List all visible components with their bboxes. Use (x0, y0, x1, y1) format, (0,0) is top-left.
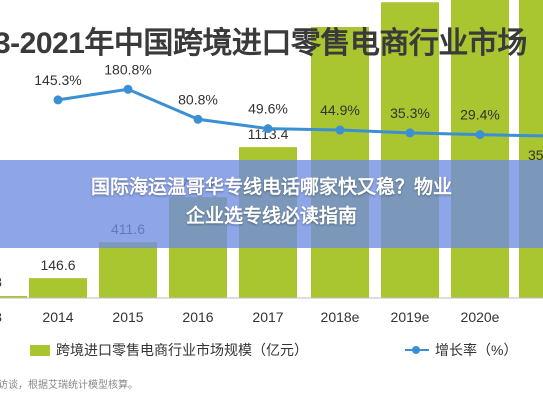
growth-label-4: 44.9% (320, 102, 360, 118)
growth-point-4 (335, 125, 345, 135)
banner-line-1: 国际海运温哥华专线电话哪家快又稳？物业 (90, 177, 452, 198)
bar-2019e (381, 2, 439, 299)
legend-item-line: 增长率（%） (405, 340, 517, 360)
bar-3 (0, 296, 27, 298)
growth-point-5 (405, 128, 415, 138)
line-labels-group: 145.3%180.8%80.8%49.6%44.9%35.3%29.4%2 (34, 61, 500, 123)
line-swatch-icon (405, 345, 429, 355)
legend-bar-label: 跨境进口零售电商行业市场规模（亿元） (56, 342, 308, 358)
x-tick-2016: 2016 (182, 309, 213, 325)
growth-point-1 (123, 84, 133, 94)
growth-label-3: 49.6% (248, 101, 288, 117)
growth-label-0: 145.3% (34, 72, 81, 88)
bar-2 (519, 0, 543, 298)
bar-2014 (29, 278, 87, 298)
chart-legend: 跨境进口零售电商行业市场规模（亿元） 增长率（%） (0, 340, 543, 362)
legend-item-bars: 跨境进口零售电商行业市场规模（亿元） (30, 340, 308, 360)
growth-label-6: 29.4% (460, 107, 500, 123)
source-note: 访谈，根据艾瑞统计模型核算。 (0, 380, 138, 391)
x-tick-2020e: 2020e (461, 309, 500, 325)
growth-point-6 (475, 130, 485, 140)
x-tick-2019e: 2019e (391, 309, 430, 325)
growth-point-2 (193, 114, 203, 124)
x-tick-3: 3 (0, 309, 2, 325)
growth-label-5: 35.3% (390, 105, 430, 121)
growth-label-1: 180.8% (104, 61, 151, 77)
x-tick-2018e: 2018e (321, 309, 360, 325)
overlay-banner-text[interactable]: 国际海运温哥华专线电话哪家快又稳？物业 企业选专线必读指南 (0, 173, 543, 231)
bar-label-2014: 146.6 (40, 257, 75, 273)
growth-point-0 (53, 95, 63, 105)
growth-line-group (53, 84, 543, 140)
growth-label-2: 80.8% (178, 91, 218, 107)
bar-2015 (99, 242, 157, 298)
bar-2020e (451, 0, 509, 299)
growth-line (57, 87, 543, 138)
bar-label-3: 3 (0, 274, 2, 290)
bar-swatch-icon (30, 344, 50, 356)
x-tick-2014: 2014 (42, 309, 73, 325)
banner-line-2: 企业选专线必读指南 (185, 206, 357, 227)
overlay-banner[interactable] (0, 160, 543, 248)
bar-label-extra: 35 (528, 147, 543, 163)
x-tick-labels-group: 320142015201620172018e2019e2020e2 (0, 309, 500, 325)
legend-line-label: 增长率（%） (435, 342, 518, 358)
chart-title: 3-2021年中国跨境进口零售电商行业市场 (0, 27, 527, 60)
x-tick-2015: 2015 (112, 309, 143, 325)
x-tick-2017: 2017 (252, 309, 283, 325)
growth-point-3 (263, 124, 273, 134)
